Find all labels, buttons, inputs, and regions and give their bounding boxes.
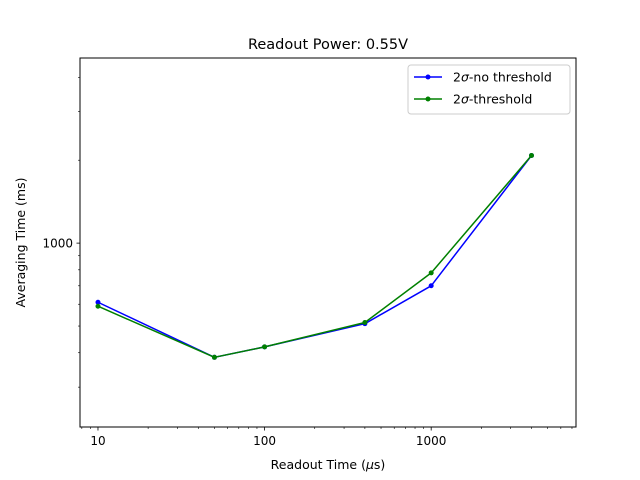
data-point [528, 153, 534, 159]
legend-label-no-threshold: 2σ-no threshold [453, 70, 552, 85]
data-point [428, 283, 434, 289]
y-axis: 1000 [42, 76, 80, 388]
x-tick-label: 1000 [416, 434, 447, 448]
x-tick-label: 100 [253, 434, 276, 448]
x-axis: 10 100 1000 [81, 427, 573, 448]
data-point [262, 344, 268, 350]
legend-marker-threshold [425, 96, 431, 102]
data-point [428, 270, 434, 276]
data-point [362, 320, 368, 326]
plot-area [95, 153, 534, 360]
chart-title: Readout Power: 0.55V [248, 37, 408, 53]
data-point [95, 303, 101, 309]
data-point [95, 299, 101, 305]
x-tick-label: 10 [90, 434, 105, 448]
legend-label-threshold: 2σ-threshold [453, 92, 532, 107]
data-point [211, 354, 217, 360]
y-tick-label: 1000 [42, 237, 73, 251]
series-line-1 [97, 155, 533, 359]
legend-box [407, 64, 571, 115]
legend-marker-no-threshold [425, 74, 431, 80]
plot-frame [79, 57, 577, 428]
y-axis-label: Averaging Time (ms) [13, 178, 28, 308]
legend: 2σ-no threshold 2σ-threshold [407, 64, 571, 115]
x-axis-label: Readout Time (μs) [271, 457, 386, 472]
series-line-0 [97, 155, 533, 359]
